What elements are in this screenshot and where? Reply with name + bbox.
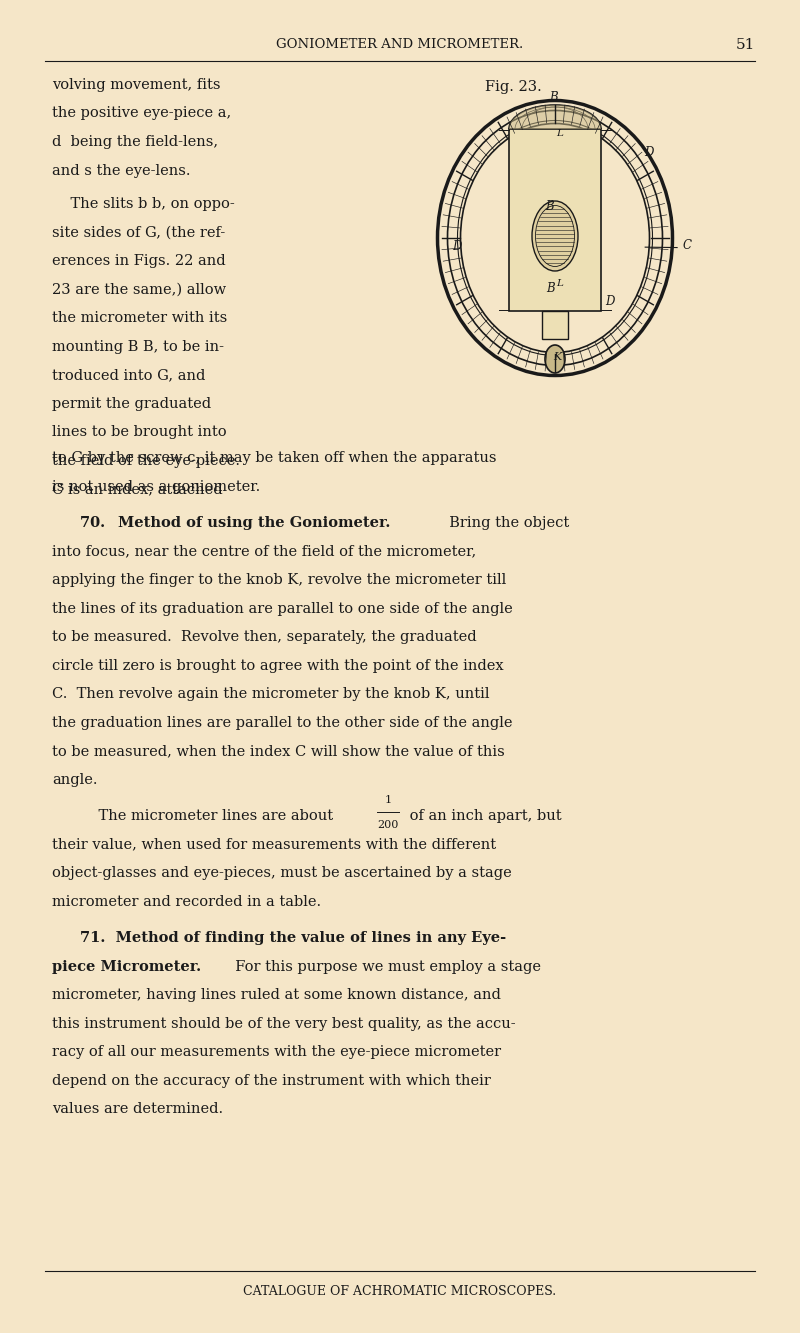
Text: object-glasses and eye-pieces, must be ascertained by a stage: object-glasses and eye-pieces, must be a… <box>52 866 512 880</box>
Text: Fig. 23.: Fig. 23. <box>485 80 542 95</box>
Text: angle.: angle. <box>52 773 98 786</box>
Text: D: D <box>645 145 654 159</box>
Text: circle till zero is brought to agree with the point of the index: circle till zero is brought to agree wit… <box>52 659 504 673</box>
Text: L: L <box>557 279 563 288</box>
Text: D: D <box>452 240 462 252</box>
Text: Method of using the Goniometer.: Method of using the Goniometer. <box>118 516 390 531</box>
Text: B: B <box>549 91 558 104</box>
Text: to G by the screw c, it may be taken off when the apparatus: to G by the screw c, it may be taken off… <box>52 451 497 465</box>
Text: site sides of G, (the ref-: site sides of G, (the ref- <box>52 225 226 240</box>
Ellipse shape <box>461 124 650 352</box>
Text: The micrometer lines are about: The micrometer lines are about <box>80 809 338 822</box>
Text: d  being the field-lens,: d being the field-lens, <box>52 135 218 149</box>
Text: 23 are the same,) allow: 23 are the same,) allow <box>52 283 226 296</box>
Text: K: K <box>553 352 561 363</box>
Text: C is an index, attached: C is an index, attached <box>52 483 222 496</box>
Text: volving movement, fits: volving movement, fits <box>52 79 221 92</box>
Text: CATALOGUE OF ACHROMATIC MICROSCOPES.: CATALOGUE OF ACHROMATIC MICROSCOPES. <box>243 1285 557 1298</box>
Bar <box>542 311 568 339</box>
Text: of an inch apart, but: of an inch apart, but <box>405 809 562 822</box>
Text: erences in Figs. 22 and: erences in Figs. 22 and <box>52 255 226 268</box>
Text: and s the eye-lens.: and s the eye-lens. <box>52 164 190 177</box>
Text: C.  Then revolve again the micrometer by the knob K, until: C. Then revolve again the micrometer by … <box>52 686 490 701</box>
Text: D: D <box>605 295 614 308</box>
Text: troduced into G, and: troduced into G, and <box>52 368 206 383</box>
Text: the graduation lines are parallel to the other side of the angle: the graduation lines are parallel to the… <box>52 716 513 729</box>
Text: depend on the accuracy of the instrument with which their: depend on the accuracy of the instrument… <box>52 1073 491 1088</box>
Text: the positive eye-piece a,: the positive eye-piece a, <box>52 107 231 120</box>
Text: L: L <box>557 128 563 137</box>
Text: For this purpose we must employ a stage: For this purpose we must employ a stage <box>226 960 541 973</box>
Text: Bring the object: Bring the object <box>440 516 570 531</box>
Text: applying the finger to the knob K, revolve the micrometer till: applying the finger to the knob K, revol… <box>52 573 506 587</box>
Text: the field of the eye-piece.: the field of the eye-piece. <box>52 453 240 468</box>
Text: to be measured.  Revolve then, separately, the graduated: to be measured. Revolve then, separately… <box>52 631 477 644</box>
Text: lines to be brought into: lines to be brought into <box>52 425 226 439</box>
Text: The slits b b, on oppo-: The slits b b, on oppo- <box>52 197 234 211</box>
Text: B: B <box>546 283 554 296</box>
Text: racy of all our measurements with the eye-piece micrometer: racy of all our measurements with the ey… <box>52 1045 501 1058</box>
Text: permit the graduated: permit the graduated <box>52 396 211 411</box>
Text: this instrument should be of the very best quality, as the accu-: this instrument should be of the very be… <box>52 1017 516 1030</box>
Text: into focus, near the centre of the field of the micrometer,: into focus, near the centre of the field… <box>52 544 476 559</box>
Text: mounting B B, to be in-: mounting B B, to be in- <box>52 340 224 353</box>
Text: the lines of its graduation are parallel to one side of the angle: the lines of its graduation are parallel… <box>52 601 513 616</box>
Text: is not used as a goniometer.: is not used as a goniometer. <box>52 480 260 493</box>
Text: micrometer and recorded in a table.: micrometer and recorded in a table. <box>52 894 321 909</box>
Text: B: B <box>545 200 554 212</box>
Text: GONIOMETER AND MICROMETER.: GONIOMETER AND MICROMETER. <box>276 39 524 51</box>
Ellipse shape <box>545 345 565 373</box>
Text: to be measured, when the index C will show the value of this: to be measured, when the index C will sh… <box>52 744 505 758</box>
Text: 200: 200 <box>378 820 398 829</box>
Text: micrometer, having lines ruled at some known distance, and: micrometer, having lines ruled at some k… <box>52 988 501 1002</box>
Text: 71.  Method of finding the value of lines in any Eye-: 71. Method of finding the value of lines… <box>80 930 506 945</box>
Text: 51: 51 <box>736 39 755 52</box>
Bar <box>509 129 601 311</box>
Text: 70.: 70. <box>80 516 115 531</box>
Text: piece Micrometer.: piece Micrometer. <box>52 960 201 973</box>
Text: the micrometer with its: the micrometer with its <box>52 311 227 325</box>
Text: 1: 1 <box>385 794 391 805</box>
Text: C: C <box>682 239 691 252</box>
Text: their value, when used for measurements with the different: their value, when used for measurements … <box>52 837 496 852</box>
Ellipse shape <box>532 201 578 271</box>
Text: values are determined.: values are determined. <box>52 1102 223 1116</box>
